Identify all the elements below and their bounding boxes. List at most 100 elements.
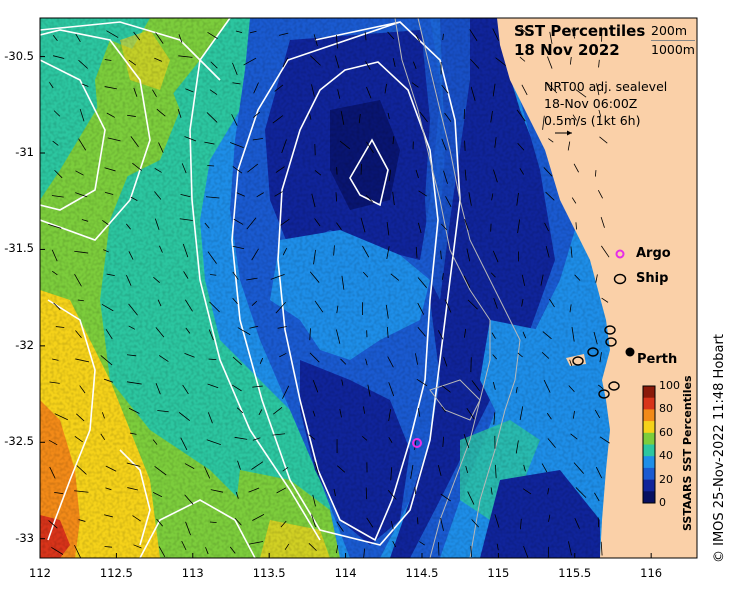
current-vector — [209, 301, 220, 313]
current-vector — [52, 34, 58, 41]
current-vector — [154, 218, 160, 230]
current-vector — [495, 57, 506, 66]
current-vector — [251, 248, 259, 261]
current-vector — [601, 297, 609, 303]
current-vector — [463, 328, 467, 338]
current-vector — [206, 112, 218, 123]
current-vector — [333, 245, 335, 256]
current-vector — [104, 167, 116, 172]
current-vector — [206, 439, 221, 445]
current-vector — [210, 489, 224, 493]
current-vector — [231, 384, 242, 392]
current-vector — [386, 326, 389, 339]
current-vector — [493, 412, 496, 425]
current-vector — [104, 86, 117, 90]
current-vector — [49, 466, 56, 479]
current-vector — [178, 34, 183, 43]
x-tick-label: 113.5 — [252, 566, 286, 580]
current-vector — [490, 272, 496, 278]
current-vector — [360, 217, 366, 233]
current-vector — [275, 166, 285, 173]
current-vector — [126, 354, 137, 357]
current-vector — [490, 487, 493, 495]
current-vector — [362, 271, 369, 278]
current-vector — [78, 59, 88, 69]
current-vector — [387, 31, 395, 40]
current-vector — [444, 299, 452, 313]
current-vector — [469, 29, 478, 41]
current-vector — [229, 142, 244, 149]
current-vector — [548, 514, 551, 522]
isobaths — [394, 18, 521, 558]
current-vector — [385, 304, 389, 319]
current-vector — [54, 413, 68, 421]
current-vector — [418, 190, 427, 197]
current-vector — [570, 246, 573, 258]
current-vector — [415, 353, 418, 365]
current-vector — [496, 543, 499, 551]
current-vector — [471, 519, 479, 528]
current-vector — [491, 332, 496, 339]
current-vector — [594, 409, 601, 419]
current-vector — [277, 326, 287, 329]
current-vector — [308, 542, 317, 551]
ship-legend-icon — [613, 273, 627, 285]
current-vector — [155, 327, 165, 338]
current-vector — [465, 465, 468, 473]
current-vector — [54, 491, 64, 495]
current-vector — [440, 517, 444, 531]
current-vector — [575, 487, 587, 498]
current-vector — [600, 541, 603, 556]
current-vector — [516, 192, 519, 206]
current-vector — [100, 433, 106, 441]
current-vector — [571, 28, 576, 39]
current-vector — [441, 84, 449, 94]
current-vector — [232, 271, 239, 280]
current-vector — [252, 437, 261, 441]
current-vector — [279, 32, 289, 36]
current-vector — [282, 57, 289, 68]
current-vector — [236, 407, 244, 414]
current-vector — [74, 273, 82, 287]
current-vector — [236, 192, 245, 197]
current-vector — [463, 433, 470, 449]
current-vector — [437, 330, 444, 340]
title-line-2: 18 Nov 2022 — [514, 41, 620, 59]
current-vector — [417, 277, 427, 288]
colorbar-segment — [643, 456, 655, 469]
y-tick-label: -31 — [15, 145, 34, 159]
current-vector — [130, 136, 139, 147]
current-vector — [158, 355, 169, 362]
current-vector — [492, 250, 499, 263]
colorbar — [642, 385, 656, 504]
current-vector — [309, 271, 320, 283]
current-vector — [336, 521, 344, 532]
current-vector — [181, 163, 187, 174]
current-vector — [247, 163, 259, 173]
current-vector — [125, 223, 131, 230]
current-vector — [388, 436, 393, 443]
legend-ship-label: Ship — [636, 271, 669, 286]
current-vector — [545, 191, 555, 201]
current-vector — [77, 299, 84, 302]
current-vector — [106, 30, 119, 38]
colorbar-segment — [643, 432, 655, 445]
current-vector — [596, 83, 600, 96]
current-vector — [572, 114, 577, 121]
current-vector — [438, 542, 440, 556]
current-vector — [545, 245, 550, 258]
current-vector — [519, 168, 524, 175]
current-vector — [210, 274, 217, 276]
current-vector — [491, 193, 494, 201]
current-vector — [185, 521, 191, 536]
x-tick-label: 114 — [334, 566, 357, 580]
current-vector — [157, 299, 162, 307]
current-vector — [414, 486, 416, 494]
x-tick-label: 112.5 — [99, 566, 133, 580]
argo-legend-icon — [615, 249, 625, 259]
current-vector — [546, 81, 558, 94]
current-vector — [251, 461, 264, 470]
current-vector — [522, 331, 527, 339]
current-vector — [523, 545, 529, 558]
current-vector — [341, 275, 345, 290]
